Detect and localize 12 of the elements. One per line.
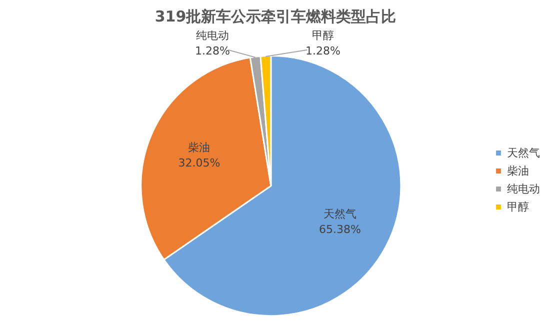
slice-label: 柴油 bbox=[188, 141, 210, 154]
slice-label: 天然气 bbox=[324, 208, 357, 221]
legend-label: 甲醇 bbox=[507, 199, 529, 214]
legend-label: 柴油 bbox=[507, 163, 529, 178]
slice-label: 纯电动 bbox=[196, 29, 229, 42]
chart-title: 319批新车公示牵引车燃料类型占比 bbox=[154, 8, 396, 26]
data-label: 1.28% bbox=[194, 44, 230, 58]
legend-label: 纯电动 bbox=[507, 181, 540, 196]
legend-label: 天然气 bbox=[507, 145, 540, 160]
data-label: 32.05% bbox=[178, 156, 220, 170]
data-label: 65.38% bbox=[319, 223, 362, 236]
data-label: 1.28% bbox=[305, 44, 340, 58]
